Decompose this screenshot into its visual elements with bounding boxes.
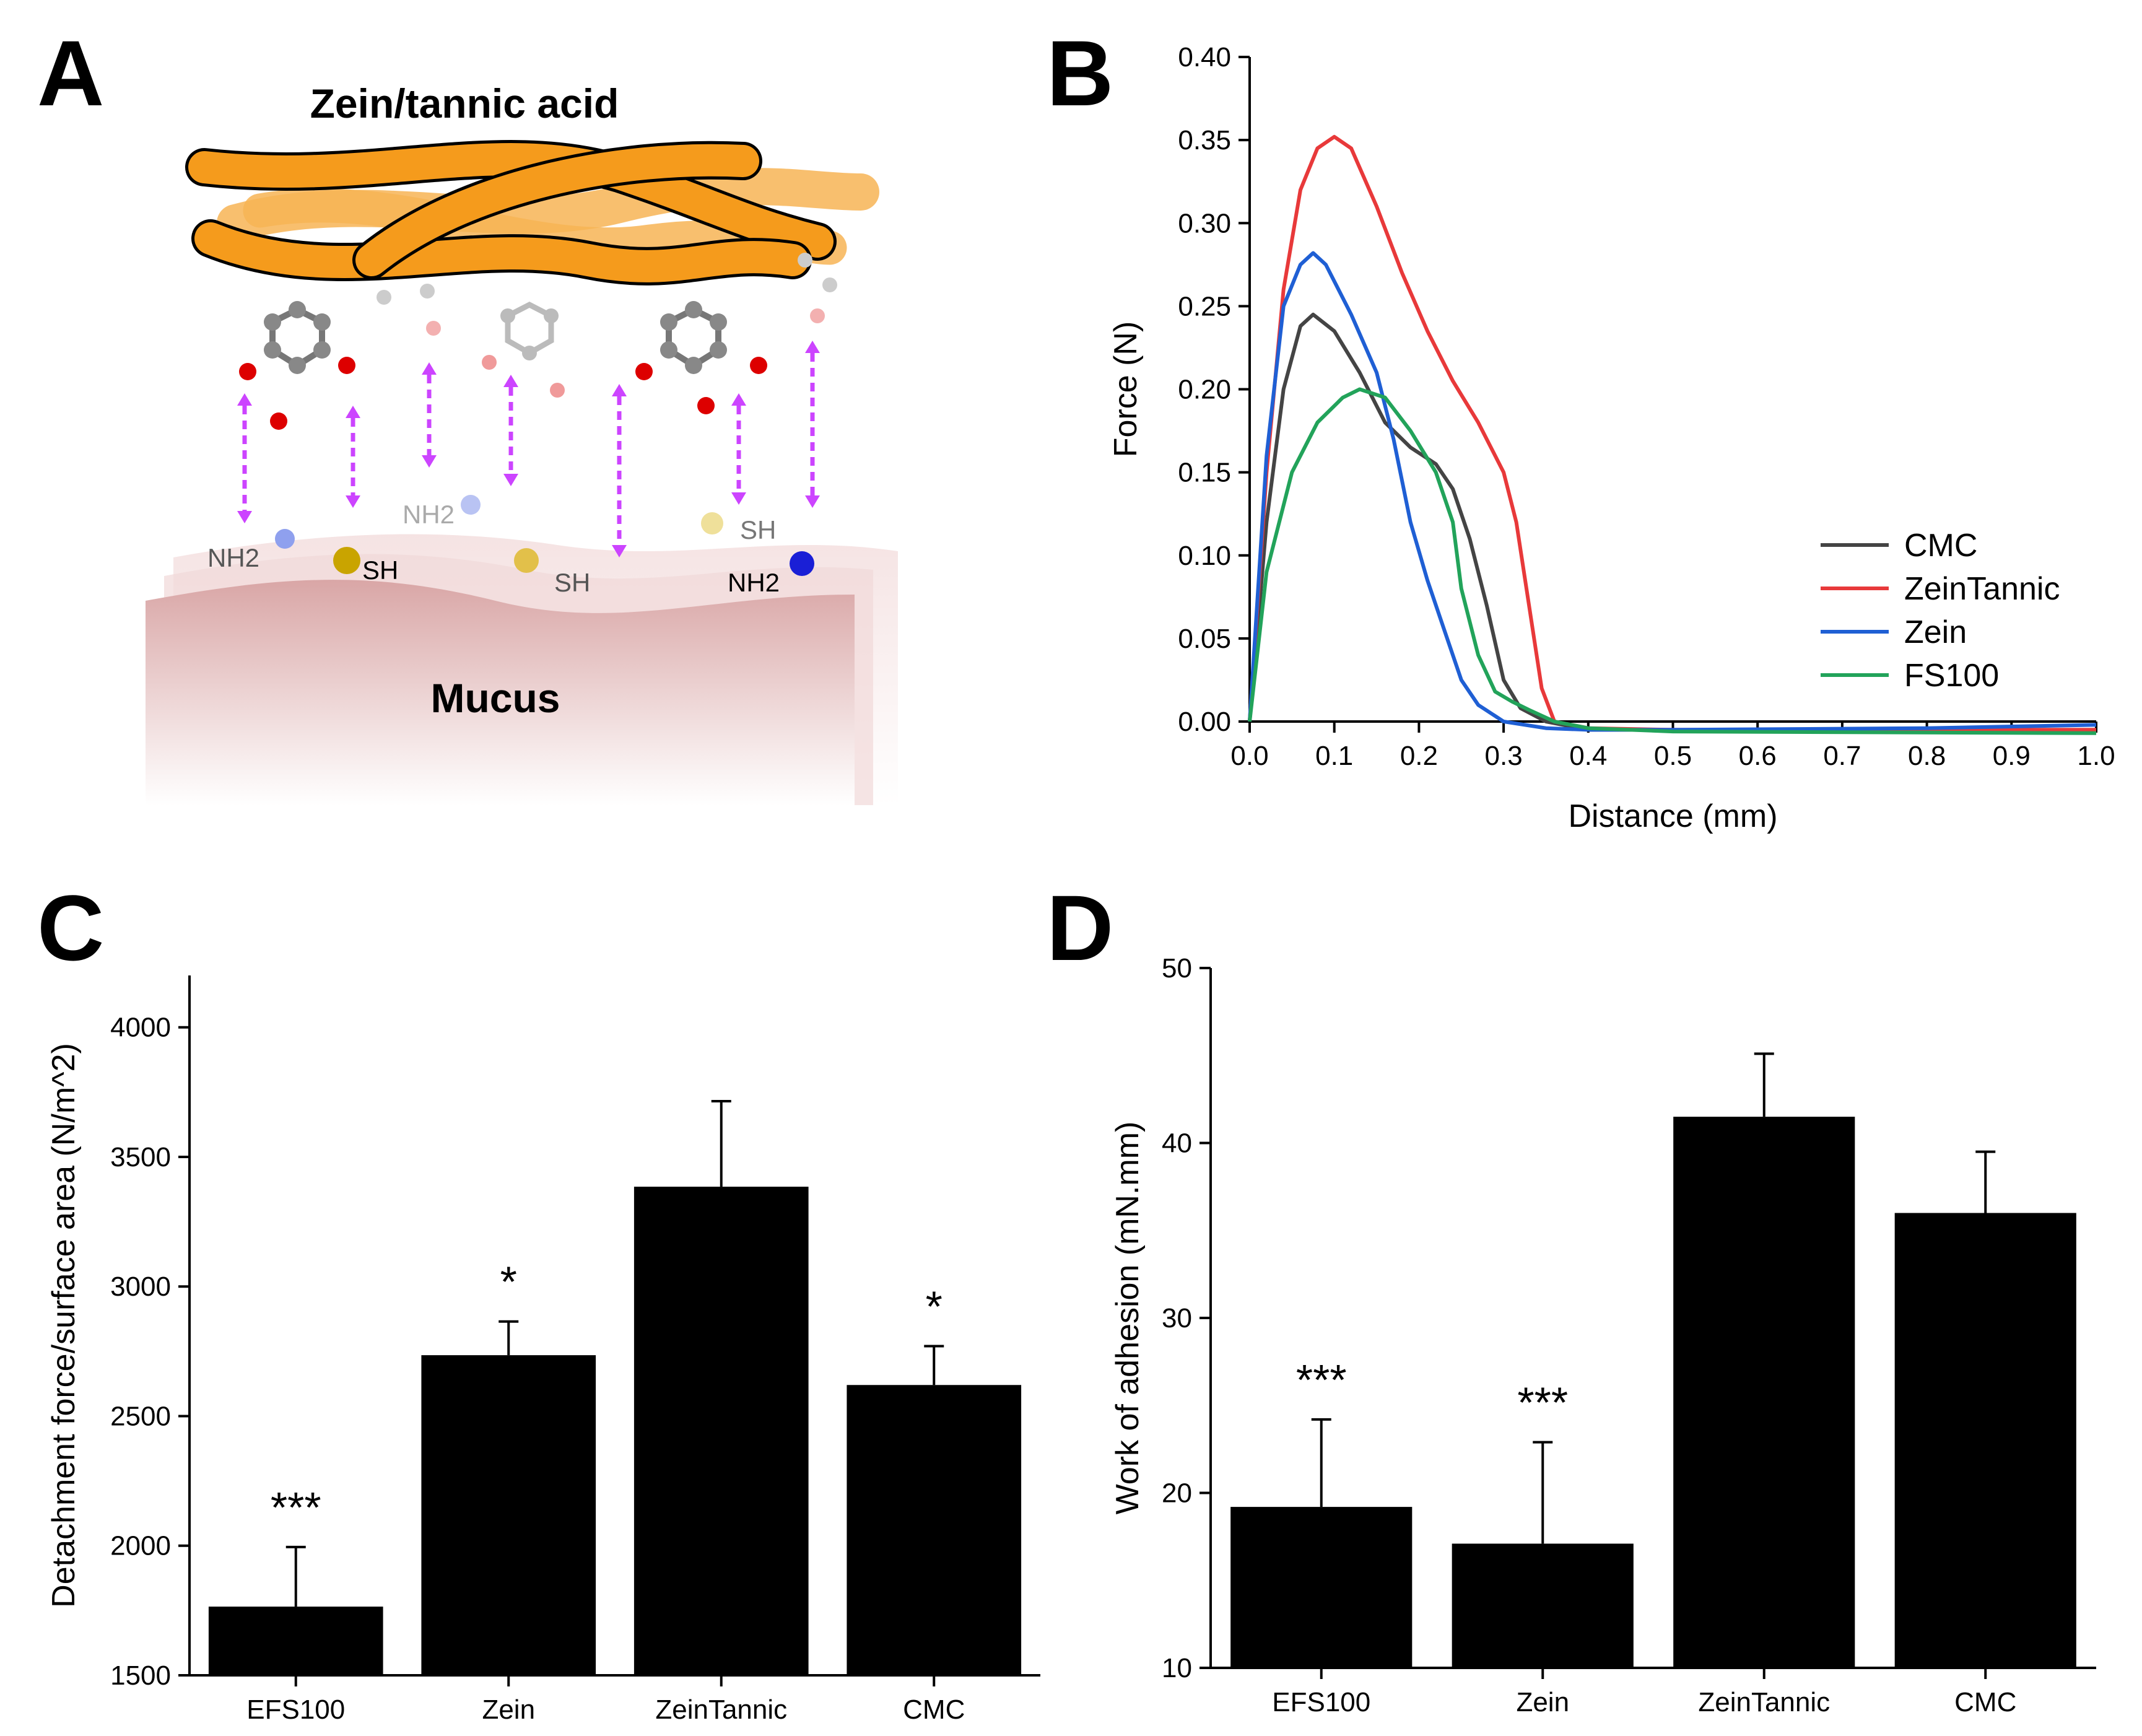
- interaction-arrows: [242, 353, 815, 545]
- x-tick-label: ZeinTannic: [655, 1695, 787, 1725]
- bar-chart-c: 1500 2000 2500 3000 3500 4000 Detachment force…: [46, 975, 1040, 1725]
- y-tick-label: 40: [1162, 1128, 1192, 1159]
- mucus-groups: [275, 495, 814, 576]
- y-tick-label: 3500: [110, 1142, 171, 1172]
- bar-zein: [421, 1355, 596, 1675]
- y-tick-label: 0.40: [1178, 42, 1231, 72]
- x-tick-label: 1.0: [2077, 741, 2115, 771]
- line-chart-b: 0.0 0.1 0.2 0.3 0.4 0.5 0.6 0.7 0.8 0.9 1.0 0.00 0.0…: [1108, 42, 2115, 834]
- panel-a: A Zein/tannic acid Mucus: [37, 21, 898, 805]
- bar-zeintannic: [1673, 1117, 1855, 1668]
- mucus-label: Mucus: [430, 675, 560, 721]
- panel-b-letter: B: [1047, 21, 1113, 125]
- y-tick-label: 0.25: [1178, 291, 1231, 321]
- bar-efs100: [1230, 1507, 1413, 1668]
- x-tick-label: Zein: [1516, 1687, 1569, 1717]
- y-tick-label: 0.00: [1178, 707, 1231, 737]
- x-tick-label: EFS100: [246, 1695, 345, 1725]
- x-tick-label: 0.3: [1485, 741, 1523, 771]
- group-label-nh2-2: NH2: [403, 500, 455, 529]
- group-label-sh-3: SH: [740, 515, 776, 544]
- y-axis-title: Work of adhesion (mN.mm): [1110, 1122, 1146, 1515]
- y-tick-label: 30: [1162, 1303, 1192, 1333]
- y-axis-title: Detachment force/surface area (N/m^2): [46, 1043, 82, 1608]
- y-tick-label: 0.20: [1178, 375, 1231, 405]
- series-line-zeintannic: [1248, 134, 2096, 732]
- x-tick-label: 0.0: [1230, 741, 1268, 771]
- legend-label-zeintannic: ZeinTannic: [1904, 571, 2060, 607]
- y-tick-label: 0.05: [1178, 624, 1231, 654]
- panel-a-letter: A: [37, 21, 104, 125]
- significance-label-efs100: ***: [1296, 1356, 1347, 1404]
- zein-fibers: [185, 140, 879, 286]
- panel-c-letter: C: [37, 876, 104, 980]
- x-tick-label: CMC: [903, 1695, 965, 1725]
- legend-label-cmc: CMC: [1904, 528, 1977, 564]
- x-tick-label: Zein: [482, 1695, 535, 1725]
- series-line-zein: [1248, 251, 2097, 732]
- x-tick-label: 0.7: [1823, 741, 1861, 771]
- y-tick-label: 2000: [110, 1531, 171, 1561]
- x-tick-label: EFS100: [1272, 1687, 1370, 1717]
- series-line-fs100: [1248, 387, 2097, 735]
- group-label-nh2-3: NH2: [728, 568, 780, 597]
- x-tick-label: 0.4: [1569, 741, 1607, 771]
- y-tick-label: 2500: [110, 1401, 171, 1431]
- x-tick-label: 0.5: [1654, 741, 1692, 771]
- x-tick-label: 0.8: [1908, 741, 1946, 771]
- bar-cmc: [1894, 1213, 2076, 1668]
- x-tick-label: 0.6: [1739, 741, 1777, 771]
- y-tick-label: 4000: [110, 1013, 171, 1043]
- x-tick-label: 0.9: [1993, 741, 2031, 771]
- significance-label-efs100: ***: [271, 1483, 321, 1532]
- y-tick-label: 3000: [110, 1271, 171, 1302]
- significance-label-zein: ***: [1517, 1379, 1568, 1427]
- panel-d: D 10 20 30 40 50 Work of adhesion (mN.mm) EFS1…: [1047, 876, 2096, 1717]
- panel-a-title: Zein/tannic acid: [310, 81, 619, 126]
- group-label-sh-1: SH: [362, 556, 398, 585]
- y-tick-label: 50: [1162, 953, 1192, 984]
- bar-cmc: [847, 1385, 1022, 1675]
- y-tick-label: 0.35: [1178, 125, 1231, 155]
- group-label-sh-2: SH: [554, 568, 590, 597]
- legend-label-fs100: FS100: [1904, 658, 1999, 694]
- x-tick-label: ZeinTannic: [1698, 1687, 1830, 1717]
- y-tick-label: 10: [1162, 1653, 1192, 1683]
- arrow-heads: [237, 341, 820, 557]
- y-tick-label: 1500: [110, 1660, 171, 1691]
- x-tick-label: 0.1: [1315, 741, 1353, 771]
- mucus-body: [146, 580, 855, 805]
- y-tick-label: 0.15: [1178, 458, 1231, 488]
- significance-label-cmc: *: [926, 1282, 943, 1330]
- panel-d-letter: D: [1047, 876, 1113, 980]
- x-tick-label: 0.2: [1400, 741, 1438, 771]
- panel-b: B 0.0 0.1 0.2 0.3 0.4 0.5 0.6 0.7 0.8 0.9 1.00.000…: [1047, 21, 2115, 834]
- x-tick-label: CMC: [1954, 1687, 2016, 1717]
- panel-c: C 1500 2000 2500 3000 3500 4000 Detachment for…: [37, 876, 1040, 1725]
- x-axis-title: Distance (mm): [1568, 798, 1777, 834]
- tannic-molecules: [239, 253, 837, 430]
- group-label-nh2-1: NH2: [207, 543, 259, 572]
- series-line-cmc: [1248, 312, 2096, 732]
- bar-zein: [1452, 1543, 1634, 1668]
- legend-label-zein: Zein: [1904, 614, 1967, 650]
- bar-zeintannic: [633, 1187, 809, 1675]
- y-axis-title: Force (N): [1108, 321, 1144, 458]
- y-tick-label: 20: [1162, 1478, 1192, 1509]
- bar-efs100: [208, 1607, 383, 1675]
- bar-chart-d: 10 20 30 40 50 Work of adhesion (mN.mm) EFS100…: [1110, 953, 2096, 1717]
- y-tick-label: 0.30: [1178, 208, 1231, 238]
- y-tick-label: 0.10: [1178, 541, 1231, 571]
- significance-label-zein: *: [500, 1258, 517, 1306]
